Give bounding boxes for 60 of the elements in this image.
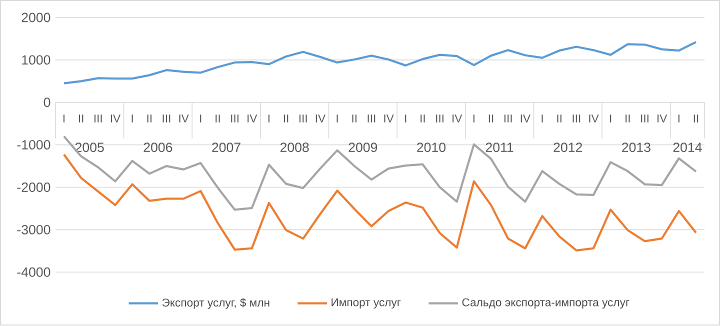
x-tick-label: II	[147, 114, 152, 123]
annotation: 2005	[75, 142, 104, 152]
x-tick-label: I	[405, 114, 406, 123]
y-tick-label: -4000	[17, 268, 50, 278]
x-tick-label: IV	[658, 114, 668, 123]
annotation: 2012	[554, 142, 582, 152]
x-tick-label: IV	[110, 114, 121, 123]
x-tick-label: I	[610, 114, 612, 123]
y-tick-label: -2000	[17, 182, 50, 192]
y-tick-label: 1000	[22, 55, 50, 65]
y-tick-label: -1000	[17, 140, 50, 150]
x-tick-label: III	[504, 114, 512, 123]
annotation: 2013	[622, 142, 650, 152]
annotation: 2009	[348, 142, 378, 152]
legend-label: Сальдо экспорта-импорта услуг	[462, 298, 630, 309]
annotation: 2010	[417, 142, 446, 152]
y-tick-label: -3000	[17, 225, 50, 235]
x-tick-label: III	[162, 114, 170, 123]
line-series	[62, 154, 698, 252]
x-tick-label: IV	[248, 114, 258, 123]
x-tick-label: IV	[452, 114, 462, 123]
x-tick-label: I	[678, 114, 680, 123]
x-tick-label: II	[78, 114, 84, 123]
x-tick-label: III	[436, 114, 444, 123]
line-series	[62, 41, 698, 85]
x-tick-label: I	[132, 114, 133, 123]
x-tick-label: II	[557, 114, 562, 123]
annotation: 2006	[144, 142, 172, 152]
x-tick-label: I	[542, 114, 543, 123]
x-tick-label: I	[63, 114, 65, 123]
x-tick-label: I	[200, 114, 202, 123]
x-tick-label: II	[284, 114, 288, 123]
x-tick-label: IV	[179, 114, 189, 123]
annotation: 2007	[212, 142, 240, 152]
x-tick-label: III	[368, 114, 376, 123]
x-tick-label: III	[641, 114, 648, 123]
annotation: 2008	[280, 142, 309, 152]
x-tick-label: III	[572, 114, 580, 123]
y-tick-label: 2000	[22, 12, 50, 22]
legend-label: Экспорт услуг, $ млн	[162, 298, 270, 310]
x-tick-label: II	[626, 114, 630, 123]
x-tick-label: III	[231, 114, 238, 123]
x-tick-label: IV	[589, 114, 599, 123]
x-tick-label: IV	[384, 114, 394, 123]
annotation: 2011	[486, 142, 514, 152]
x-tick-label: II	[694, 114, 698, 123]
y-tick-label: 0	[44, 98, 50, 108]
x-tick-label: I	[268, 114, 270, 123]
annotation: 2014	[673, 142, 702, 152]
x-tick-label: III	[299, 114, 307, 123]
x-tick-label: I	[336, 114, 338, 123]
x-tick-label: II	[488, 114, 494, 123]
legend-label: Импорт услуг	[332, 298, 401, 309]
x-tick-label: II	[216, 114, 220, 123]
x-tick-label: II	[352, 114, 356, 123]
x-tick-label: IV	[316, 114, 326, 123]
x-tick-label: II	[420, 114, 425, 123]
x-tick-label: III	[94, 114, 102, 123]
x-tick-label: I	[473, 114, 474, 123]
x-tick-label: IV	[520, 114, 530, 123]
